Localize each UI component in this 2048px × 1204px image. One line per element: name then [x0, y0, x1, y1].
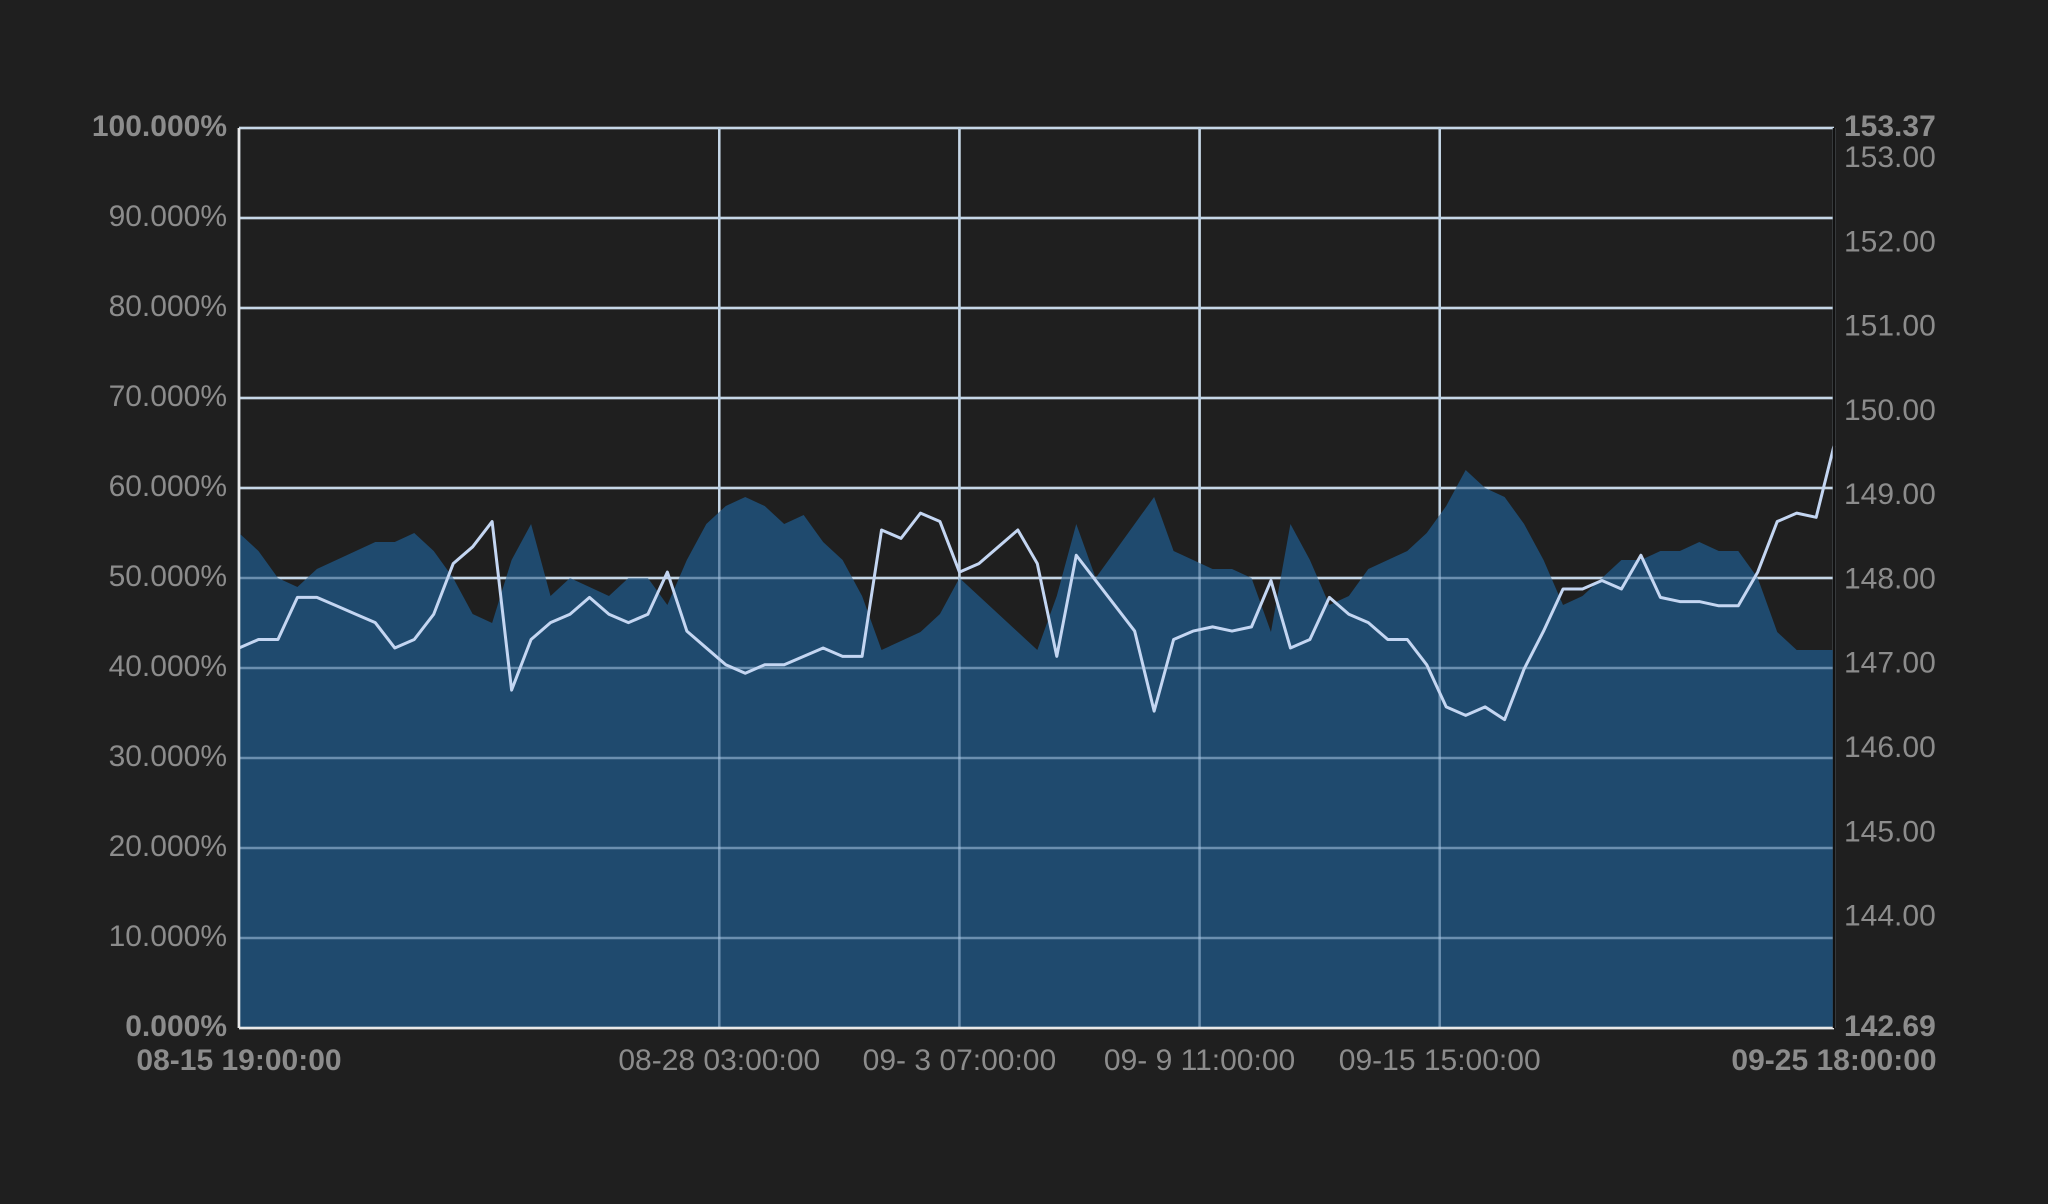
- area: [239, 470, 1834, 1028]
- y2-tick-label: 142.69: [1844, 1010, 1936, 1043]
- x-tick-label: 09-15 15:00:00: [1339, 1044, 1541, 1077]
- x-tick-label: 09-25 18:00:00: [1731, 1044, 1936, 1077]
- y2-tick-label: 153.37: [1844, 110, 1936, 143]
- y2-tick-label: 150.00: [1844, 394, 1936, 427]
- x-tick-label: 09- 9 11:00:00: [1104, 1044, 1295, 1077]
- y-tick-label: 50.000%: [109, 560, 227, 593]
- y2-tick-label: 144.00: [1844, 900, 1936, 933]
- y-tick-label: 70.000%: [109, 380, 227, 413]
- y2-tick-label: 151.00: [1844, 310, 1936, 343]
- line: [238, 445, 1836, 722]
- y-tick-label: 90.000%: [109, 200, 227, 233]
- y-tick-label: 40.000%: [109, 650, 227, 683]
- y-tick-label: 100.000%: [92, 110, 227, 143]
- y-tick-label: 10.000%: [109, 920, 227, 953]
- y2-tick-label: 145.00: [1844, 815, 1936, 848]
- y-tick-label: 20.000%: [109, 830, 227, 863]
- x-tick-label: 08-15 19:00:00: [136, 1044, 341, 1077]
- y2-tick-label: 148.00: [1844, 562, 1936, 595]
- y2-tick-label: 153.00: [1844, 141, 1936, 174]
- y-tick-label: 0.000%: [125, 1010, 227, 1043]
- y-tick-label: 60.000%: [109, 470, 227, 503]
- x-tick-label: 09- 3 07:00:00: [863, 1044, 1057, 1077]
- y-tick-label: 30.000%: [109, 740, 227, 773]
- y2-tick-label: 152.00: [1844, 225, 1936, 258]
- y2-tick-label: 149.00: [1844, 478, 1936, 511]
- x-tick-label: 08-28 03:00:00: [618, 1044, 820, 1077]
- y2-tick-label: 147.00: [1844, 647, 1936, 680]
- y2-tick-label: 146.00: [1844, 731, 1936, 764]
- y-tick-label: 80.000%: [109, 290, 227, 323]
